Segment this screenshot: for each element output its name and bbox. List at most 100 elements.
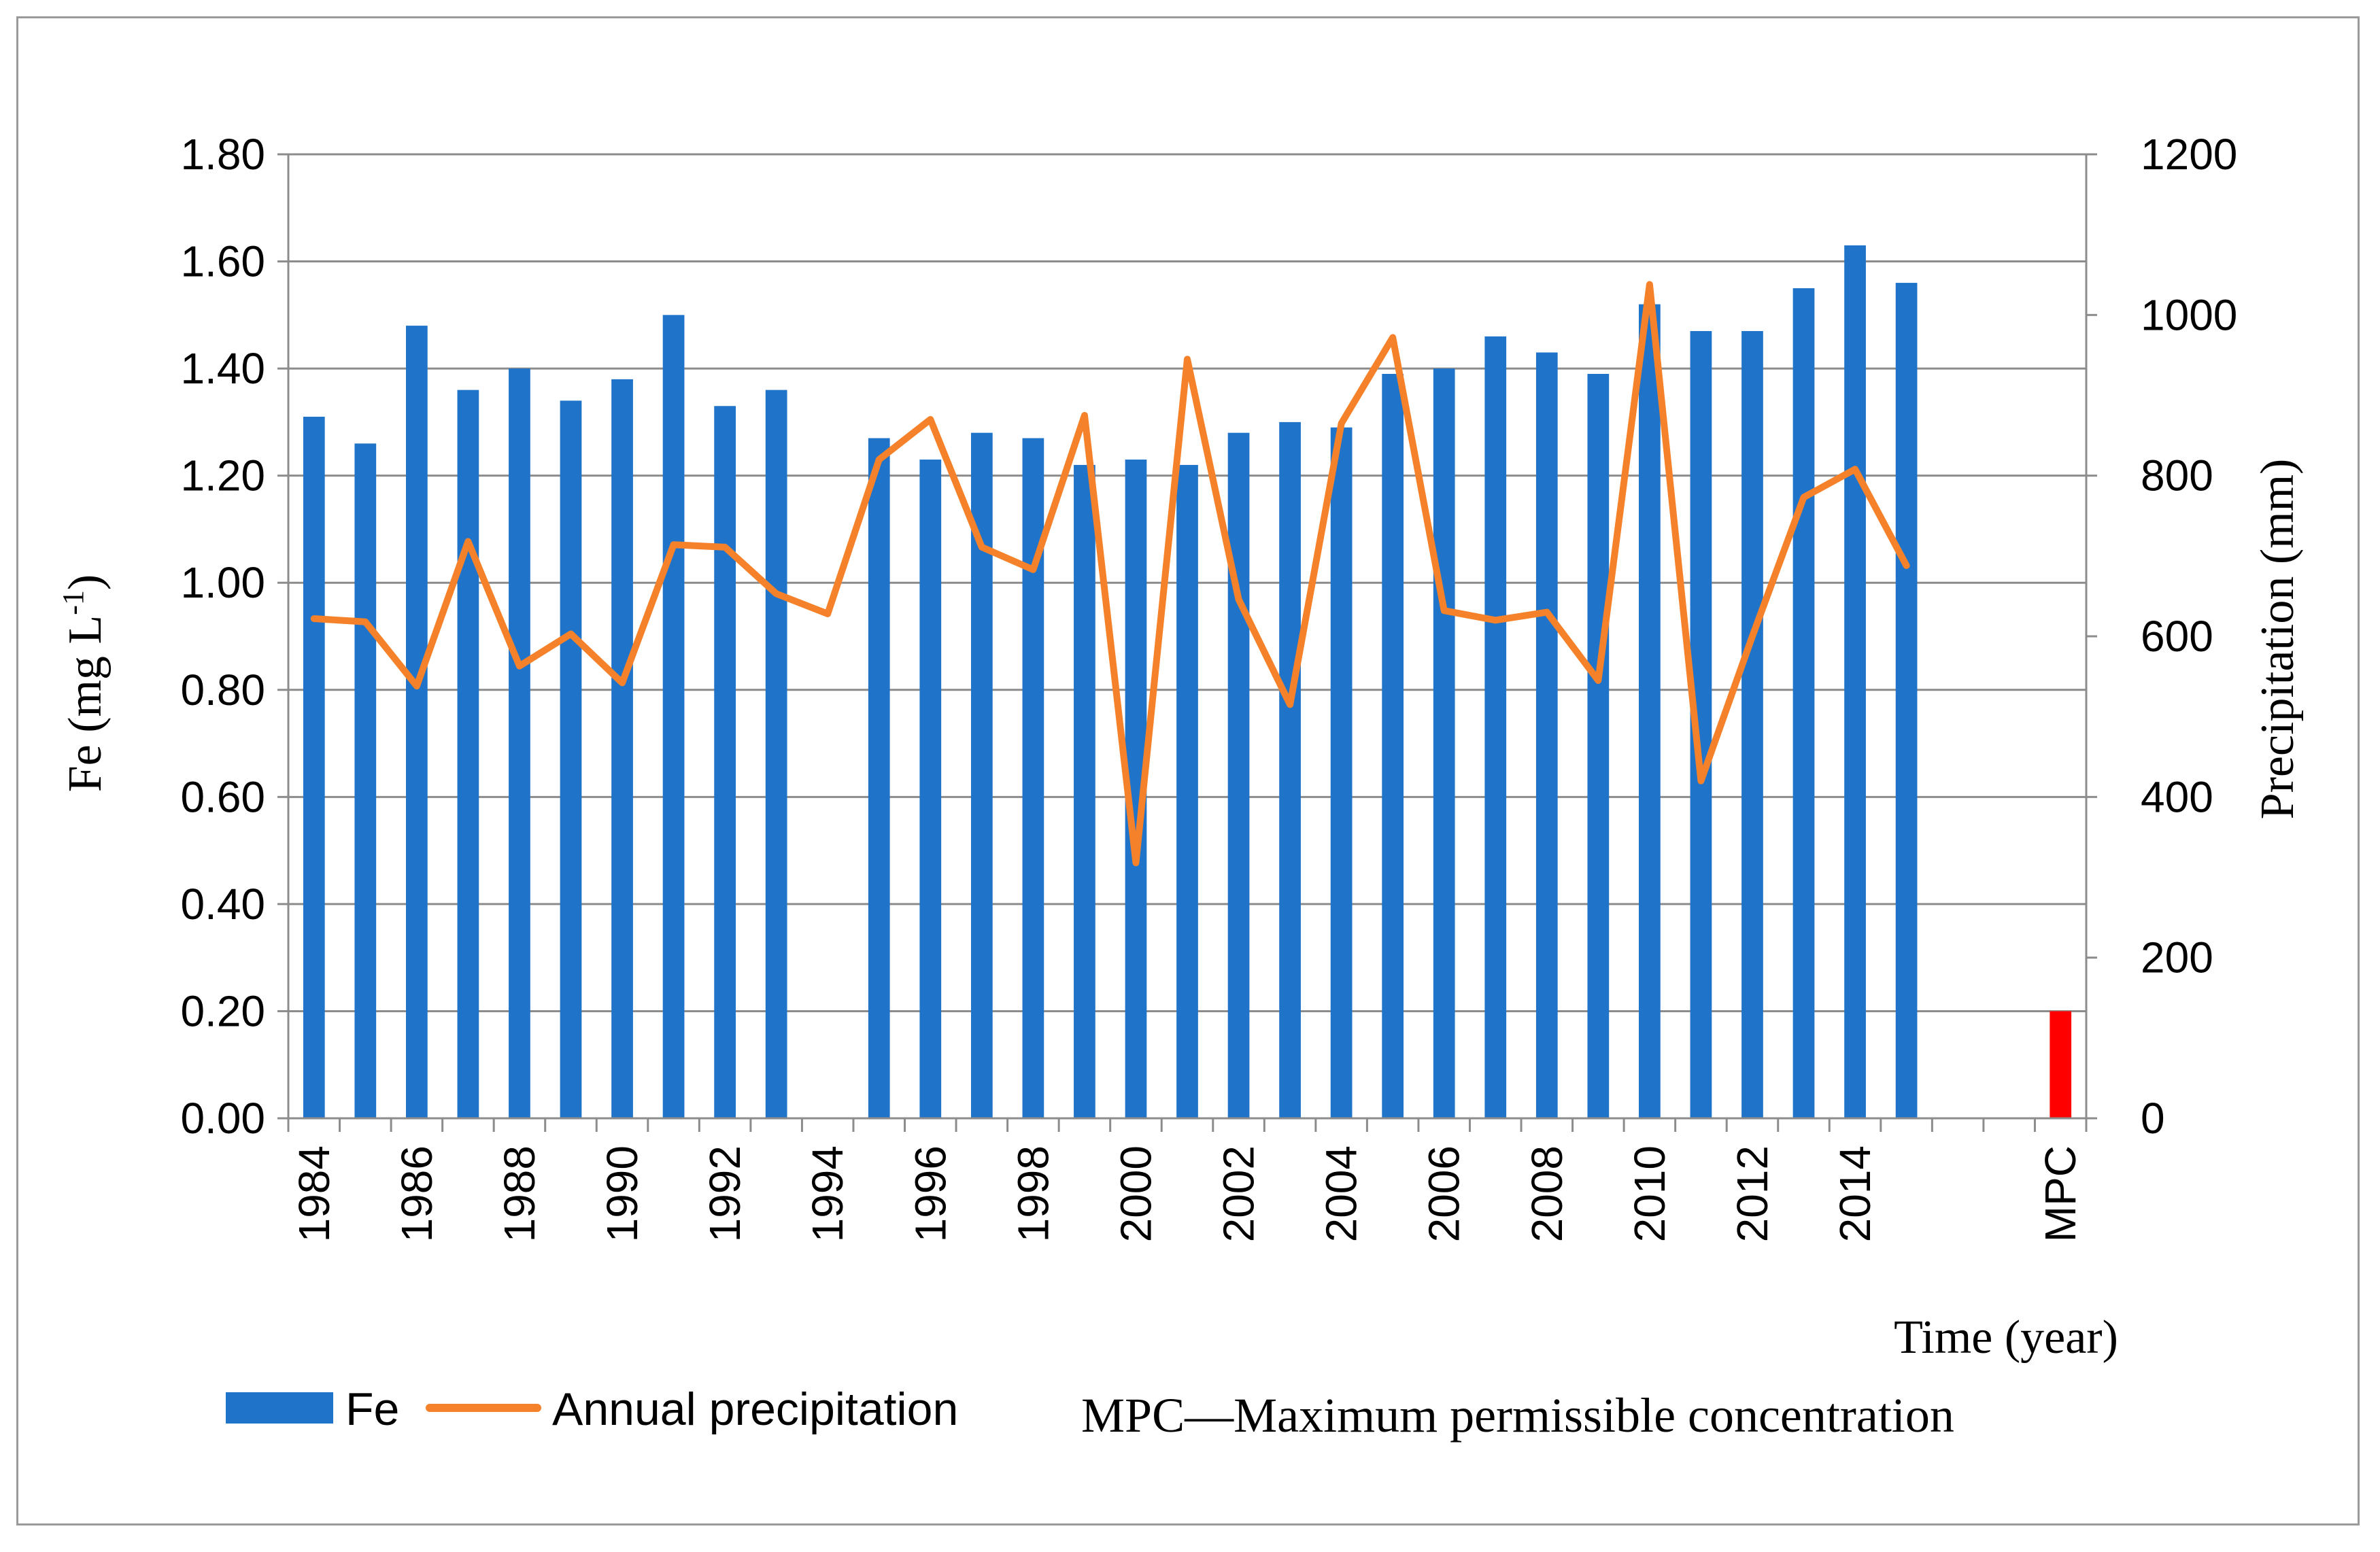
fe-bar — [1484, 336, 1507, 1118]
precipitation-point — [1340, 422, 1342, 424]
x-tick-label: 1990 — [598, 1145, 647, 1242]
x-tick-label: 2008 — [1523, 1145, 1571, 1242]
fe-bar — [611, 379, 633, 1118]
x-tick-label: 1994 — [803, 1145, 852, 1242]
x-tick-label: 1986 — [392, 1145, 441, 1242]
fe-bar — [919, 460, 942, 1118]
precipitation-point — [1289, 704, 1291, 706]
x-tick-label: 2010 — [1625, 1145, 1674, 1242]
precipitation-point — [724, 546, 726, 548]
precipitation-point — [673, 544, 675, 546]
right-tick-label: 0 — [2141, 1094, 2165, 1143]
precipitation-point — [1648, 283, 1650, 286]
x-tick-label: 2002 — [1214, 1145, 1263, 1242]
precipitation-point — [1495, 619, 1497, 621]
legend-fe-label: Fe — [345, 1383, 399, 1435]
precipitation-point — [364, 621, 367, 623]
right-tick-label: 600 — [2141, 612, 2213, 661]
fe-bar — [457, 390, 479, 1118]
fe-bar — [1792, 288, 1815, 1118]
left-axis-ticks: 0.00 0.20 0.40 0.60 0.80 1.00 1.20 1.40 1.60 1.80 — [180, 130, 288, 1143]
left-tick-label: 0.00 — [180, 1094, 265, 1143]
x-tick-label: 1984 — [290, 1145, 339, 1242]
x-axis-ticks: 1984 1986 1988 1990 1992 1994 1996 1998 2000 2002… — [287, 1118, 2088, 1242]
mpc-bar — [2050, 1011, 2072, 1118]
fe-bar — [1433, 368, 1455, 1118]
precipitation-point — [467, 540, 469, 542]
precipitation-point — [570, 633, 572, 635]
precipitation-point — [313, 618, 315, 620]
fe-bar — [714, 406, 736, 1118]
precipitation-point — [981, 546, 983, 548]
right-axis-ticks: 0 200 400 600 800 1000 1200 — [2086, 130, 2237, 1143]
precipitation-point — [775, 593, 777, 595]
fe-bar — [1279, 421, 1301, 1118]
right-tick-label: 400 — [2141, 772, 2213, 821]
left-tick-label: 1.00 — [180, 558, 265, 607]
precipitation-point — [1546, 611, 1548, 613]
legend-precipitation-label: Annual precipitation — [552, 1383, 958, 1435]
precipitation-point — [518, 665, 520, 667]
precipitation-point — [1238, 598, 1240, 600]
x-axis-title: Time (year) — [1894, 1311, 2118, 1364]
fe-bar — [1587, 373, 1610, 1118]
fe-bar — [765, 390, 787, 1118]
x-tick-label: 1992 — [700, 1145, 749, 1242]
precipitation-point — [1854, 468, 1856, 470]
precipitation-line — [310, 281, 1910, 867]
fe-bar — [1074, 464, 1095, 1118]
fe-bar — [1844, 245, 1866, 1118]
right-tick-label: 800 — [2141, 451, 2213, 500]
left-tick-label: 1.40 — [180, 344, 265, 393]
precipitation-point — [1392, 337, 1394, 339]
fe-bar — [1382, 373, 1404, 1118]
fe-bar — [1176, 464, 1198, 1118]
fe-bar — [1330, 427, 1353, 1118]
precipitation-point — [1803, 496, 1805, 498]
left-axis-title: Fe (mg L-1) — [56, 574, 112, 793]
left-tick-label: 1.20 — [180, 451, 265, 500]
precipitation-point — [1187, 358, 1188, 360]
precipitation-point — [930, 418, 932, 420]
fe-bar — [509, 368, 530, 1118]
x-tick-label: 1988 — [495, 1145, 544, 1242]
fe-bar — [1227, 432, 1250, 1118]
fe-bar — [1535, 352, 1558, 1118]
right-axis-title: Precipitation (mm) — [2251, 459, 2304, 820]
fe-bar — [662, 315, 685, 1118]
precipitation-point — [827, 613, 829, 615]
fe-bar — [1639, 304, 1661, 1119]
fe-bar — [868, 438, 890, 1118]
fe-bar — [1895, 283, 1918, 1119]
bar-series — [303, 245, 2072, 1119]
x-tick-label: 2006 — [1420, 1145, 1469, 1242]
precipitation-point — [1032, 568, 1034, 570]
left-tick-label: 1.80 — [180, 130, 265, 179]
left-tick-label: 0.20 — [180, 986, 265, 1035]
precipitation-point — [1597, 679, 1599, 681]
legend: Fe Annual precipitation — [226, 1383, 958, 1435]
mpc-note: MPC—Maximum permissible concentration — [1081, 1388, 1954, 1443]
precipitation-point — [1700, 780, 1702, 782]
chart-frame — [16, 16, 2360, 1525]
left-tick-label: 0.80 — [180, 666, 265, 714]
legend-fe-swatch — [226, 1392, 333, 1424]
x-tick-label: 2012 — [1728, 1145, 1777, 1242]
fe-bar — [354, 443, 377, 1118]
x-tick-label: 2000 — [1111, 1145, 1160, 1242]
precipitation-point — [1443, 610, 1445, 612]
left-tick-label: 1.60 — [180, 237, 265, 286]
precipitation-line-series — [310, 281, 1910, 867]
x-tick-label: MPC — [2036, 1145, 2085, 1242]
left-tick-label: 0.60 — [180, 772, 265, 821]
fe-bar — [405, 326, 428, 1119]
right-tick-label: 1200 — [2141, 130, 2237, 179]
precipitation-point — [622, 682, 624, 684]
precipitation-point — [1083, 415, 1085, 417]
precipitation-point — [878, 459, 880, 461]
fe-bar — [1741, 330, 1763, 1118]
right-tick-label: 200 — [2141, 933, 2213, 982]
right-tick-label: 1000 — [2141, 290, 2237, 339]
precipitation-point — [1905, 565, 1907, 567]
